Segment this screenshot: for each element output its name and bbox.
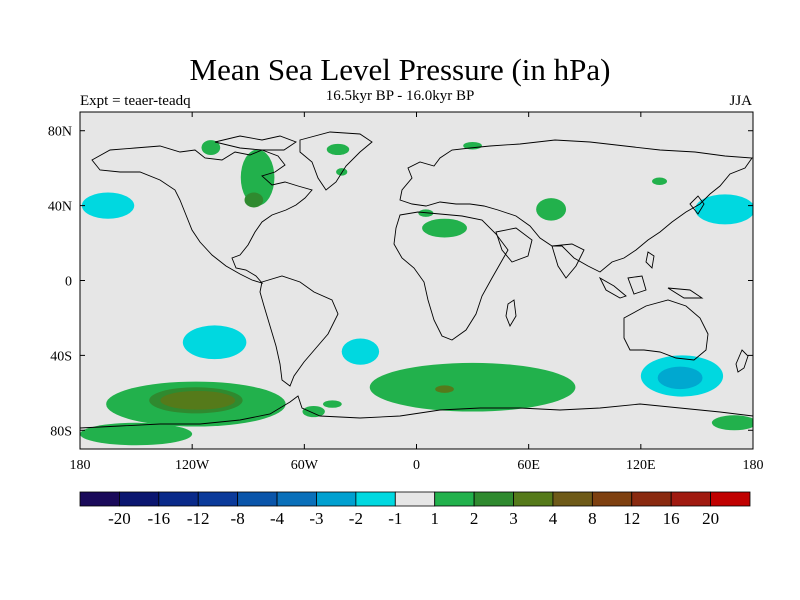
coastline-sumatra xyxy=(598,276,627,299)
x-tick-label-1: 120W xyxy=(175,458,210,473)
coastline-australia xyxy=(623,299,709,361)
colorbar-label-14: 16 xyxy=(663,509,680,528)
anomaly-region-13 xyxy=(652,177,668,186)
anomaly-region-8 xyxy=(201,140,221,156)
anomaly-region-20 xyxy=(160,390,236,410)
x-tick-label-0: 180 xyxy=(70,458,91,473)
colorbar-label-2: -12 xyxy=(187,509,210,528)
coastline-india xyxy=(551,243,585,279)
colorbar-box-13 xyxy=(591,491,633,507)
colorbar-label-9: 2 xyxy=(470,509,479,528)
x-tick-label-6: 180 xyxy=(743,458,764,473)
anomaly-region-22 xyxy=(711,415,753,431)
colorbar-label-10: 3 xyxy=(509,509,518,528)
coastline-north-america xyxy=(91,145,313,284)
colorbar-label-5: -3 xyxy=(309,509,323,528)
map-panel: 180 120W 60W 0 60E 120E 180 80N 40N 0 40S 80S xyxy=(48,111,764,473)
anomaly-region-5 xyxy=(657,366,703,390)
coastline-madagascar xyxy=(505,299,517,328)
coastline-antarctica xyxy=(80,395,753,429)
colorbar: -20 -16 -12 -8 -4 -3 -2 -1 1 2 3 4 8 12 16 20 xyxy=(79,491,751,528)
x-tick-label-4: 60E xyxy=(517,458,540,473)
anomaly-layer xyxy=(80,140,753,446)
anomaly-region-16 xyxy=(369,362,576,412)
colorbar-box-1 xyxy=(119,491,160,507)
coastline-arabia xyxy=(495,227,533,263)
colorbar-label-0: -20 xyxy=(108,509,131,528)
anomaly-region-9 xyxy=(336,168,348,176)
colorbar-label-1: -16 xyxy=(147,509,170,528)
colorbar-label-7: -1 xyxy=(388,509,402,528)
map-title: Mean Sea Level Pressure (in hPa) xyxy=(189,52,611,87)
colorbar-box-10 xyxy=(473,491,514,507)
colorbar-box-0 xyxy=(79,491,120,507)
anomaly-region-24 xyxy=(323,400,342,408)
axis-ticks: 180 120W 60W 0 60E 120E 180 80N 40N 0 40S 80S xyxy=(48,112,764,473)
colorbar-box-9 xyxy=(434,491,475,507)
colorbar-box-8 xyxy=(394,491,436,507)
colorbar-label-8: 1 xyxy=(430,509,439,528)
x-tick-label-5: 120E xyxy=(626,458,656,473)
coastline-japan xyxy=(689,195,705,215)
colorbar-label-4: -4 xyxy=(270,509,285,528)
experiment-label: Expt = teaer-teadq xyxy=(80,93,191,109)
anomaly-region-21 xyxy=(80,422,193,446)
coastline-greenland xyxy=(299,131,373,191)
colorbar-label-12: 8 xyxy=(588,509,597,528)
colorbar-box-16 xyxy=(710,491,751,507)
y-tick-label-0: 80N xyxy=(48,125,72,140)
colorbar-box-7 xyxy=(355,491,396,507)
colorbar-box-5 xyxy=(276,491,317,507)
colorbar-label-6: -2 xyxy=(349,509,363,528)
colorbar-box-15 xyxy=(670,491,711,507)
coastline-arctic-islands xyxy=(214,135,297,151)
coastline-new-guinea xyxy=(667,287,704,299)
anomaly-region-3 xyxy=(341,338,380,365)
anomaly-region-7 xyxy=(244,192,264,208)
colorbar-label-3: -8 xyxy=(231,509,245,528)
coastline-africa xyxy=(393,211,509,341)
y-tick-label-2: 0 xyxy=(65,275,72,290)
coastline-south-america xyxy=(259,275,339,387)
colorbar-box-12 xyxy=(552,491,593,507)
y-tick-label-1: 40N xyxy=(48,200,72,215)
anomaly-region-12 xyxy=(536,198,567,221)
anomaly-region-2 xyxy=(182,325,247,360)
season-label: JJA xyxy=(729,93,752,109)
anomaly-region-6 xyxy=(240,149,275,206)
coastline-new-zealand xyxy=(735,349,749,373)
colorbar-label-11: 4 xyxy=(549,509,558,528)
x-tick-label-2: 60W xyxy=(291,458,319,473)
colorbar-box-14 xyxy=(631,491,672,507)
y-tick-label-4: 80S xyxy=(50,424,72,439)
anomaly-region-0 xyxy=(81,192,135,219)
map-subtitle: 16.5kyr BP - 16.0kyr BP xyxy=(325,88,475,104)
colorbar-box-4 xyxy=(237,491,278,507)
coastline-borneo xyxy=(627,275,647,295)
anomaly-region-17 xyxy=(435,385,454,393)
anomaly-region-1 xyxy=(695,194,753,225)
anomaly-region-15 xyxy=(326,143,350,156)
colorbar-label-13: 12 xyxy=(623,509,640,528)
colorbar-box-2 xyxy=(158,491,199,507)
y-tick-label-3: 40S xyxy=(50,349,72,364)
anomaly-region-10 xyxy=(422,218,467,238)
colorbar-label-15: 20 xyxy=(702,509,719,528)
colorbar-box-11 xyxy=(513,491,554,507)
anomaly-region-23 xyxy=(302,405,325,418)
x-tick-label-3: 0 xyxy=(413,458,420,473)
colorbar-box-6 xyxy=(316,491,357,507)
coastline-philippines xyxy=(645,251,655,269)
coastlines xyxy=(80,131,753,429)
colorbar-box-3 xyxy=(197,491,239,507)
